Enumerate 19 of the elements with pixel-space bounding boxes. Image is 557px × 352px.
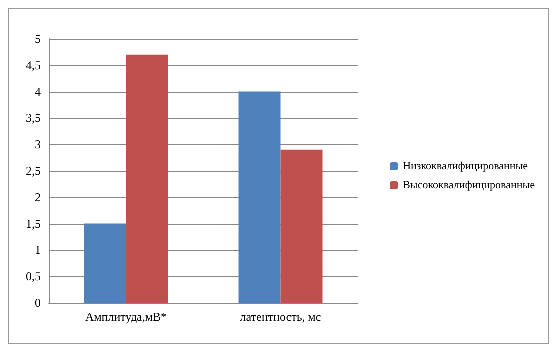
bar — [280, 150, 323, 303]
y-tick-label: 1 — [35, 243, 41, 258]
y-tick-label: 4 — [35, 84, 41, 99]
y-tick-label: 0 — [35, 296, 41, 310]
legend-label: Низкоквалифицированные — [403, 160, 528, 172]
x-tick-label: Амплитуда,мВ* — [86, 310, 167, 324]
y-tick-label: 5 — [35, 32, 41, 46]
legend-label: Высококвалифицированные — [403, 180, 536, 192]
y-tick-label: 3,5 — [26, 111, 41, 126]
y-tick-label: 2,5 — [26, 164, 41, 178]
y-tick-label: 1,5 — [26, 216, 41, 231]
y-tick-label: 3 — [35, 138, 41, 152]
y-tick-label: 0,5 — [26, 270, 41, 284]
bar — [238, 92, 281, 303]
bar — [126, 54, 168, 303]
y-tick-label: 2 — [35, 190, 41, 204]
y-tick-label: 4,5 — [26, 58, 41, 72]
x-tick-label: латентность, мс — [240, 310, 322, 324]
bar — [84, 224, 126, 303]
